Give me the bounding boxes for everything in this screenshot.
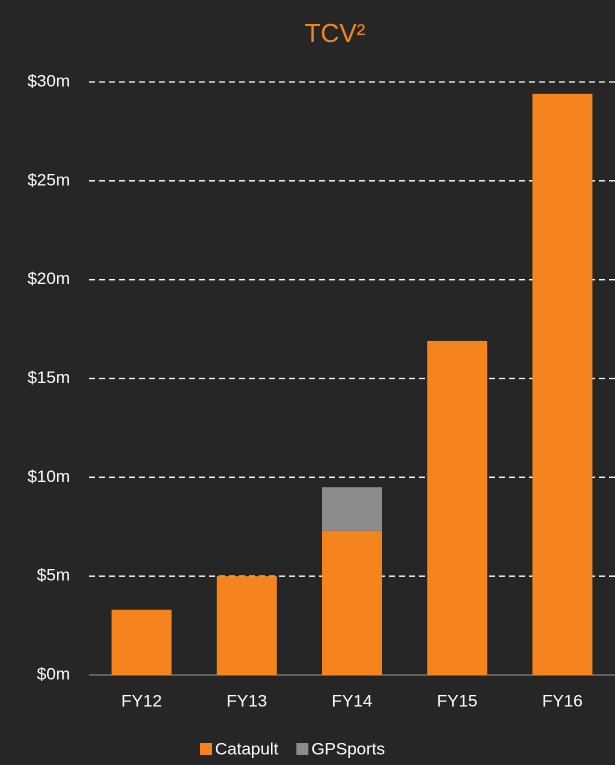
bar-segment: [216, 576, 277, 675]
legend-label: GPSports: [311, 739, 385, 758]
bar-segment: [532, 93, 593, 676]
x-tick-label: FY15: [437, 691, 478, 710]
y-tick-label: $20m: [27, 269, 70, 288]
x-tick-label: FY13: [226, 691, 267, 710]
x-tick-label: FY16: [542, 691, 583, 710]
y-tick-label: $30m: [27, 71, 70, 90]
bar-segment: [322, 530, 382, 675]
legend-label: Catapult: [215, 739, 279, 758]
legend-swatch: [200, 743, 212, 755]
bar-segment: [427, 340, 488, 675]
x-tick-label: FY14: [332, 691, 373, 710]
bar-segment: [111, 609, 172, 675]
chart-title: TCV²: [305, 18, 366, 48]
y-tick-label: $5m: [37, 566, 70, 585]
y-tick-label: $15m: [27, 368, 70, 387]
y-tick-label: $25m: [27, 170, 70, 189]
x-tick-label: FY12: [121, 691, 162, 710]
legend-swatch: [296, 743, 309, 755]
y-tick-label: $0m: [37, 664, 70, 683]
bar-segment: [322, 487, 382, 531]
y-tick-label: $10m: [27, 467, 70, 486]
